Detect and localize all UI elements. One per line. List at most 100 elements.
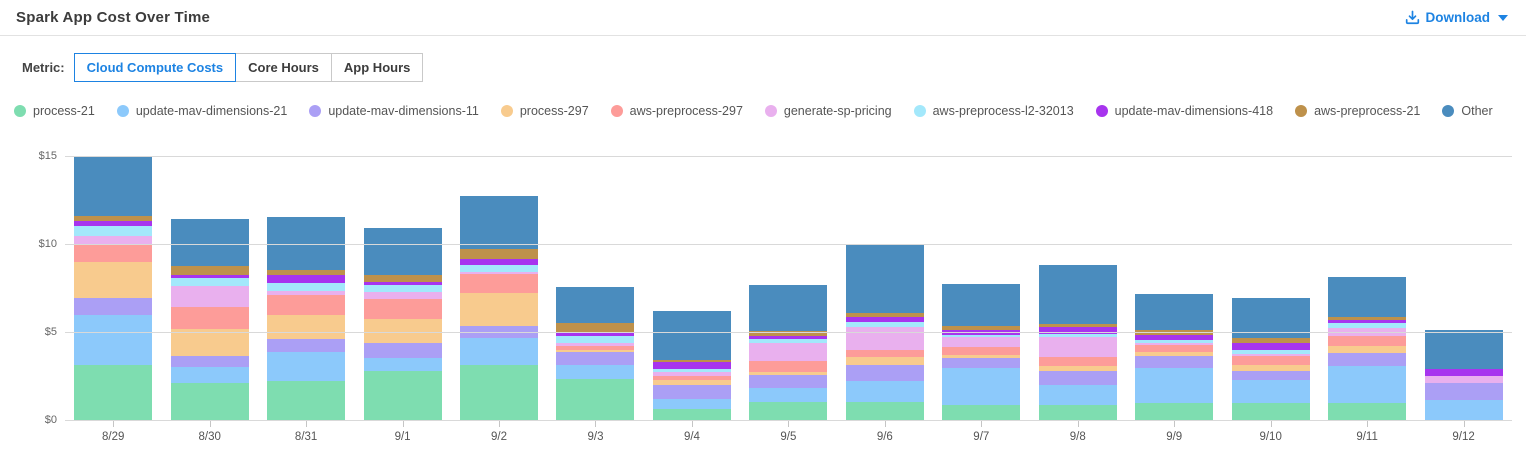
bar-segment-process-297 — [942, 354, 1021, 359]
bar-segment-generate-sp-pricing — [74, 236, 153, 245]
bar-segment-aws-preprocess-297 — [1328, 336, 1407, 347]
metric-label: Metric: — [22, 60, 65, 75]
bar-segment-aws-preprocess-297 — [942, 347, 1021, 355]
bar-segment-other — [749, 285, 828, 332]
bar-segment-update-mav-dimensions-21 — [460, 338, 539, 365]
legend-item-generate-sp-pricing[interactable]: generate-sp-pricing — [764, 104, 892, 118]
bar-segment-update-mav-dimensions-418 — [1135, 334, 1214, 340]
legend-item-process-297[interactable]: process-297 — [500, 104, 589, 118]
bar-segment-aws-preprocess-21 — [556, 323, 635, 333]
bar-segment-update-mav-dimensions-11 — [942, 358, 1021, 369]
bar-segment-update-mav-dimensions-21 — [652, 398, 731, 409]
legend-dot — [1295, 105, 1308, 117]
x-axis-tick — [691, 421, 693, 427]
bar-column-9-9 — [1135, 294, 1214, 420]
legend-item-update-mav-dimensions-418[interactable]: update-mav-dimensions-418 — [1095, 104, 1274, 118]
bar-segment-aws-preprocess-297 — [1038, 356, 1117, 367]
bar-segment-aws-preprocess-l2-32013 — [170, 278, 249, 287]
bar-segment-process-21 — [460, 364, 539, 420]
bar-segment-process-297 — [363, 318, 442, 344]
bar-segment-other — [845, 244, 924, 313]
metric-button-core-hours[interactable]: Core Hours — [235, 53, 332, 82]
legend-item-aws-preprocess-21[interactable]: aws-preprocess-21 — [1295, 104, 1420, 118]
bar-segment-other — [460, 195, 539, 250]
metric-button-cloud-compute-costs[interactable]: Cloud Compute Costs — [73, 53, 237, 82]
bar-segment-generate-sp-pricing — [170, 286, 249, 307]
legend-dot — [764, 105, 777, 117]
bar-segment-aws-preprocess-l2-32013 — [749, 339, 828, 344]
bar-segment-process-297 — [74, 261, 153, 298]
gridline — [65, 419, 1512, 421]
legend-item-update-mav-dimensions-21[interactable]: update-mav-dimensions-21 — [116, 104, 288, 118]
legend-item-aws-preprocess-297[interactable]: aws-preprocess-297 — [610, 104, 743, 118]
bar-segment-process-21 — [170, 383, 249, 420]
bar-segment-process-297 — [845, 356, 924, 366]
bar-segment-other — [1135, 294, 1214, 331]
bar-segment-aws-preprocess-297 — [1231, 355, 1310, 366]
y-axis-label: $15 — [38, 150, 57, 162]
bar-column-9-7 — [942, 283, 1021, 420]
legend-item-process-21[interactable]: process-21 — [14, 104, 95, 118]
bar-segment-update-mav-dimensions-21 — [1424, 399, 1503, 420]
x-axis-label: 8/31 — [294, 431, 318, 443]
legend-dot — [116, 105, 129, 117]
bar-segment-other — [1328, 276, 1407, 318]
y-axis-label: $0 — [44, 414, 57, 426]
x-axis-tick — [499, 421, 501, 427]
legend-item-aws-preprocess-l2-32013[interactable]: aws-preprocess-l2-32013 — [913, 104, 1074, 118]
x-axis-label: 9/2 — [491, 431, 508, 443]
bar-segment-process-21 — [74, 364, 153, 420]
bar-segment-update-mav-dimensions-21 — [556, 364, 635, 379]
metric-button-group: Cloud Compute Costs Core Hours App Hours — [73, 53, 424, 82]
x-axis-tick — [884, 421, 886, 427]
y-axis-label: $5 — [44, 326, 57, 338]
bar-segment-other — [267, 216, 346, 270]
bar-segment-aws-preprocess-297 — [267, 295, 346, 316]
bar-segment-update-mav-dimensions-11 — [74, 297, 153, 316]
legend-item-other[interactable]: Other — [1442, 104, 1493, 118]
bar-segment-other — [942, 283, 1021, 326]
bar-segment-process-297 — [267, 315, 346, 340]
x-axis-tick — [402, 421, 404, 427]
bar-segment-aws-preprocess-l2-32013 — [460, 265, 539, 273]
x-axis-tick — [1174, 421, 1176, 427]
bar-segment-update-mav-dimensions-418 — [556, 332, 635, 336]
bar-segment-aws-preprocess-297 — [170, 306, 249, 330]
bar-segment-generate-sp-pricing — [556, 343, 635, 347]
bar-column-9-1 — [363, 228, 442, 420]
bar-segment-update-mav-dimensions-418 — [1231, 342, 1310, 350]
legend-label: update-mav-dimensions-21 — [135, 104, 288, 118]
bar-segment-update-mav-dimensions-418 — [74, 221, 153, 227]
legend-label: update-mav-dimensions-418 — [1114, 104, 1274, 118]
x-axis-label: 9/12 — [1452, 431, 1475, 443]
bar-segment-update-mav-dimensions-418 — [749, 335, 828, 340]
x-axis-tick — [1367, 421, 1369, 427]
bar-segment-update-mav-dimensions-11 — [556, 352, 635, 365]
bar-segment-aws-preprocess-l2-32013 — [1038, 333, 1117, 338]
bar-segment-update-mav-dimensions-418 — [460, 259, 539, 266]
bar-segment-aws-preprocess-21 — [1231, 338, 1310, 343]
legend-dot — [610, 105, 623, 117]
x-axis-tick — [788, 421, 790, 427]
download-label: Download — [1425, 10, 1491, 25]
gridline — [65, 331, 1512, 333]
bar-segment-process-21 — [942, 405, 1021, 420]
download-button[interactable]: Download — [1405, 10, 1508, 25]
legend-item-update-mav-dimensions-11[interactable]: update-mav-dimensions-11 — [309, 104, 479, 118]
stacked-bar-chart: 8/29 8/30 8/31 9/1 9/2 9/3 9/4 9/5 9/6 9/7 9/8 9/9 9… — [0, 150, 1526, 454]
bar-column-8-29 — [74, 156, 153, 420]
bar-segment-generate-sp-pricing — [460, 272, 539, 274]
x-axis-tick — [1463, 421, 1465, 427]
bar-segment-process-21 — [267, 381, 346, 420]
bar-segment-aws-preprocess-l2-32013 — [845, 322, 924, 327]
x-axis-label: 9/5 — [780, 431, 797, 443]
x-axis-label: 9/6 — [876, 431, 893, 443]
metric-button-app-hours[interactable]: App Hours — [330, 53, 424, 82]
legend-label: Other — [1461, 104, 1493, 118]
bar-segment-aws-preprocess-l2-32013 — [363, 285, 442, 292]
bar-segment-aws-preprocess-21 — [1038, 324, 1117, 327]
x-axis-label: 9/4 — [683, 431, 700, 443]
page-title: Spark App Cost Over Time — [16, 9, 211, 26]
bar-segment-aws-preprocess-297 — [556, 346, 635, 350]
bar-column-9-3 — [556, 287, 635, 420]
